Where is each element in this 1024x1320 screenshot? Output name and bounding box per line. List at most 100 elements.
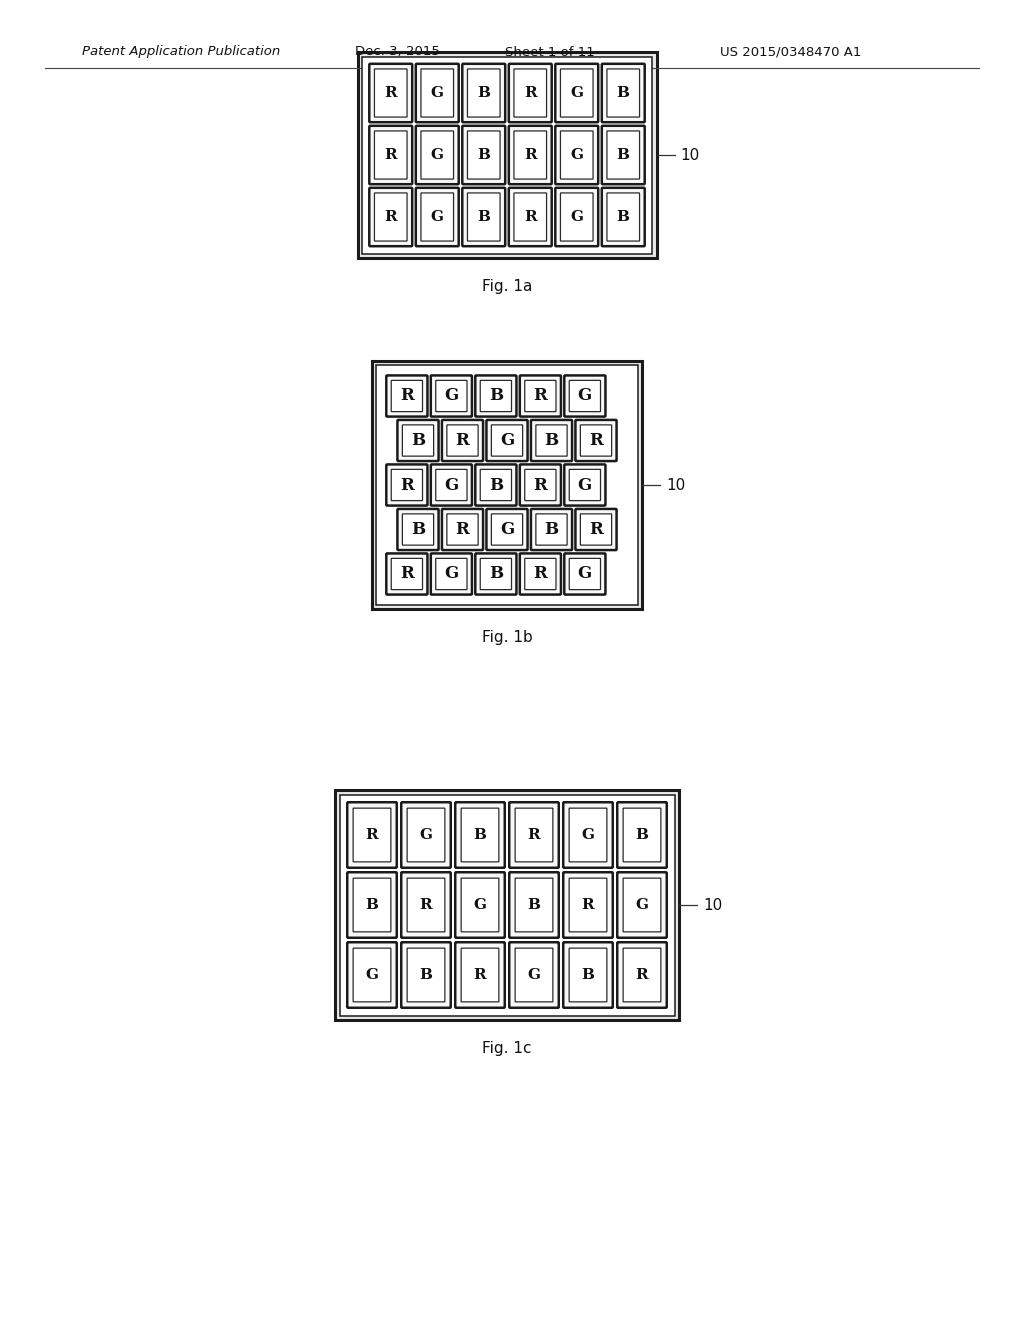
FancyBboxPatch shape xyxy=(347,803,396,867)
FancyBboxPatch shape xyxy=(486,420,527,461)
FancyBboxPatch shape xyxy=(581,513,611,545)
Text: R: R xyxy=(400,477,414,494)
Text: R: R xyxy=(474,968,486,982)
FancyBboxPatch shape xyxy=(436,470,467,500)
FancyBboxPatch shape xyxy=(509,873,559,937)
Text: B: B xyxy=(616,148,630,162)
Text: Fig. 1c: Fig. 1c xyxy=(482,1040,531,1056)
Text: R: R xyxy=(534,565,547,582)
Text: G: G xyxy=(578,477,592,494)
FancyBboxPatch shape xyxy=(391,380,423,412)
FancyBboxPatch shape xyxy=(607,193,640,242)
FancyBboxPatch shape xyxy=(462,63,505,123)
FancyBboxPatch shape xyxy=(408,808,444,862)
FancyBboxPatch shape xyxy=(530,510,572,550)
FancyBboxPatch shape xyxy=(408,878,444,932)
FancyBboxPatch shape xyxy=(560,69,593,117)
Text: G: G xyxy=(582,828,595,842)
FancyBboxPatch shape xyxy=(569,878,607,932)
FancyBboxPatch shape xyxy=(617,803,667,867)
Text: B: B xyxy=(582,968,595,982)
FancyBboxPatch shape xyxy=(575,420,616,461)
FancyBboxPatch shape xyxy=(353,878,391,932)
FancyBboxPatch shape xyxy=(375,131,408,180)
FancyBboxPatch shape xyxy=(353,948,391,1002)
FancyBboxPatch shape xyxy=(536,513,567,545)
Text: G: G xyxy=(420,828,432,842)
FancyBboxPatch shape xyxy=(514,193,547,242)
FancyBboxPatch shape xyxy=(386,465,427,506)
FancyBboxPatch shape xyxy=(475,553,516,594)
Text: B: B xyxy=(411,432,425,449)
FancyBboxPatch shape xyxy=(514,69,547,117)
FancyBboxPatch shape xyxy=(401,942,451,1007)
Text: B: B xyxy=(488,565,503,582)
Text: B: B xyxy=(477,148,490,162)
Text: 10: 10 xyxy=(681,148,699,162)
Text: R: R xyxy=(384,148,397,162)
Text: R: R xyxy=(589,521,603,539)
FancyBboxPatch shape xyxy=(617,942,667,1007)
FancyBboxPatch shape xyxy=(467,193,500,242)
FancyBboxPatch shape xyxy=(421,69,454,117)
Text: R: R xyxy=(534,388,547,404)
FancyBboxPatch shape xyxy=(372,360,642,610)
Text: R: R xyxy=(534,477,547,494)
Text: R: R xyxy=(524,148,537,162)
Text: Fig. 1b: Fig. 1b xyxy=(481,630,532,644)
Text: B: B xyxy=(477,210,490,224)
FancyBboxPatch shape xyxy=(467,131,500,180)
FancyBboxPatch shape xyxy=(436,558,467,590)
FancyBboxPatch shape xyxy=(617,873,667,937)
Text: G: G xyxy=(366,968,379,982)
Text: G: G xyxy=(527,968,541,982)
Text: R: R xyxy=(524,210,537,224)
Text: 10: 10 xyxy=(703,898,722,912)
Text: G: G xyxy=(473,898,486,912)
Text: G: G xyxy=(636,898,648,912)
FancyBboxPatch shape xyxy=(515,948,553,1002)
FancyBboxPatch shape xyxy=(340,795,675,1015)
FancyBboxPatch shape xyxy=(509,187,552,247)
FancyBboxPatch shape xyxy=(475,375,516,417)
FancyBboxPatch shape xyxy=(376,366,638,605)
FancyBboxPatch shape xyxy=(520,375,561,417)
FancyBboxPatch shape xyxy=(530,420,572,461)
FancyBboxPatch shape xyxy=(456,942,505,1007)
FancyBboxPatch shape xyxy=(386,553,427,594)
FancyBboxPatch shape xyxy=(442,510,483,550)
FancyBboxPatch shape xyxy=(370,187,413,247)
FancyBboxPatch shape xyxy=(431,553,472,594)
FancyBboxPatch shape xyxy=(431,375,472,417)
FancyBboxPatch shape xyxy=(555,125,598,185)
FancyBboxPatch shape xyxy=(624,808,660,862)
Text: G: G xyxy=(500,521,514,539)
Text: R: R xyxy=(589,432,603,449)
Text: R: R xyxy=(527,828,541,842)
FancyBboxPatch shape xyxy=(624,878,660,932)
FancyBboxPatch shape xyxy=(560,131,593,180)
FancyBboxPatch shape xyxy=(362,57,652,253)
Text: G: G xyxy=(431,86,443,100)
FancyBboxPatch shape xyxy=(401,873,451,937)
Text: R: R xyxy=(400,565,414,582)
Text: 10: 10 xyxy=(667,478,686,492)
FancyBboxPatch shape xyxy=(391,558,423,590)
FancyBboxPatch shape xyxy=(509,125,552,185)
FancyBboxPatch shape xyxy=(421,193,454,242)
Text: G: G xyxy=(431,210,443,224)
FancyBboxPatch shape xyxy=(560,193,593,242)
Text: B: B xyxy=(366,898,379,912)
Text: G: G xyxy=(444,477,459,494)
Text: G: G xyxy=(444,565,459,582)
FancyBboxPatch shape xyxy=(520,465,561,506)
FancyBboxPatch shape xyxy=(442,420,483,461)
FancyBboxPatch shape xyxy=(416,125,459,185)
FancyBboxPatch shape xyxy=(569,380,600,412)
Text: B: B xyxy=(636,828,648,842)
FancyBboxPatch shape xyxy=(421,131,454,180)
FancyBboxPatch shape xyxy=(486,510,527,550)
FancyBboxPatch shape xyxy=(607,69,640,117)
Text: G: G xyxy=(570,86,584,100)
FancyBboxPatch shape xyxy=(602,187,645,247)
